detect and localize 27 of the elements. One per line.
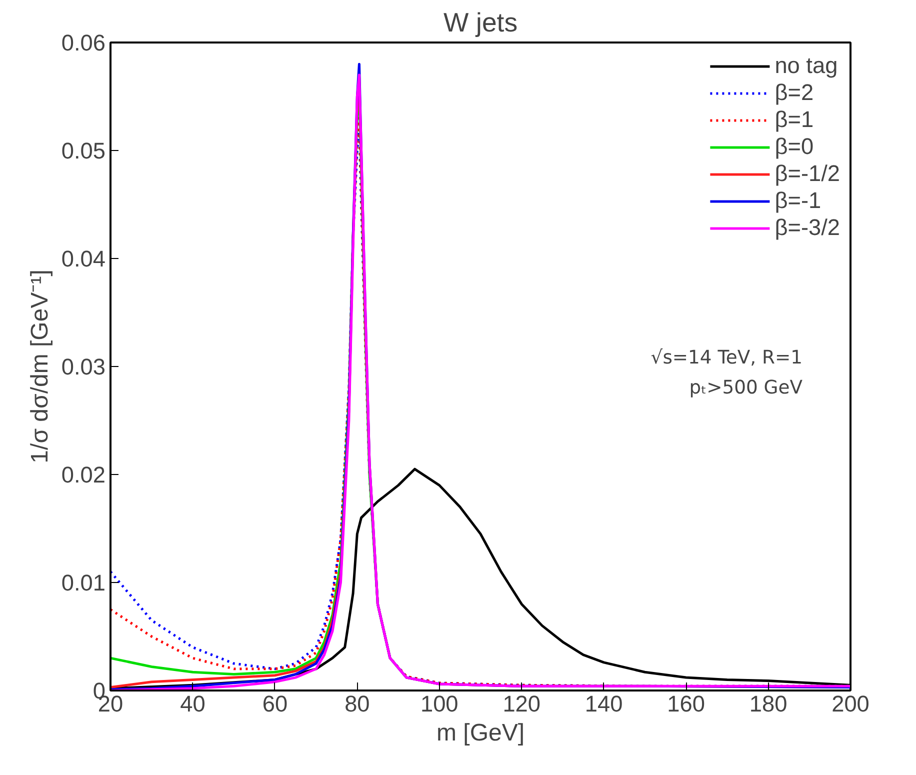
x-tick-label: 120 xyxy=(502,690,541,716)
y-tick-label: 0.02 xyxy=(61,462,106,488)
annotation: √s=14 TeV, R=1 xyxy=(650,348,803,368)
y-tick-label: 0.03 xyxy=(61,354,106,380)
annotation: pₜ>500 GeV xyxy=(689,378,803,398)
legend-label: β=2 xyxy=(774,79,814,106)
x-tick-label: 60 xyxy=(262,690,288,716)
legend-label: β=-3/2 xyxy=(774,214,840,241)
y-tick-label: 0.04 xyxy=(61,246,106,272)
y-tick-label: 0.06 xyxy=(61,30,106,56)
chart-title: W jets xyxy=(443,8,518,38)
x-axis-title: m [GeV] xyxy=(436,720,525,746)
x-tick-label: 140 xyxy=(584,690,623,716)
x-tick-label: 80 xyxy=(344,690,370,716)
y-tick-label: 0.01 xyxy=(61,570,106,596)
legend-label: β=-1 xyxy=(774,187,822,214)
x-tick-label: 100 xyxy=(420,690,458,716)
legend-label: β=1 xyxy=(774,106,814,133)
legend-label: no tag xyxy=(774,52,838,79)
legend-label: β=0 xyxy=(774,133,814,160)
x-tick-label: 200 xyxy=(832,690,870,716)
x-tick-label: 180 xyxy=(749,690,788,716)
y-tick-label: 0.05 xyxy=(61,138,106,164)
legend-label: β=-1/2 xyxy=(774,160,840,187)
x-tick-label: 40 xyxy=(180,690,206,716)
x-tick-label: 160 xyxy=(667,690,705,716)
y-axis-title: 1/σ dσ/dm [GeV⁻¹] xyxy=(26,270,54,464)
